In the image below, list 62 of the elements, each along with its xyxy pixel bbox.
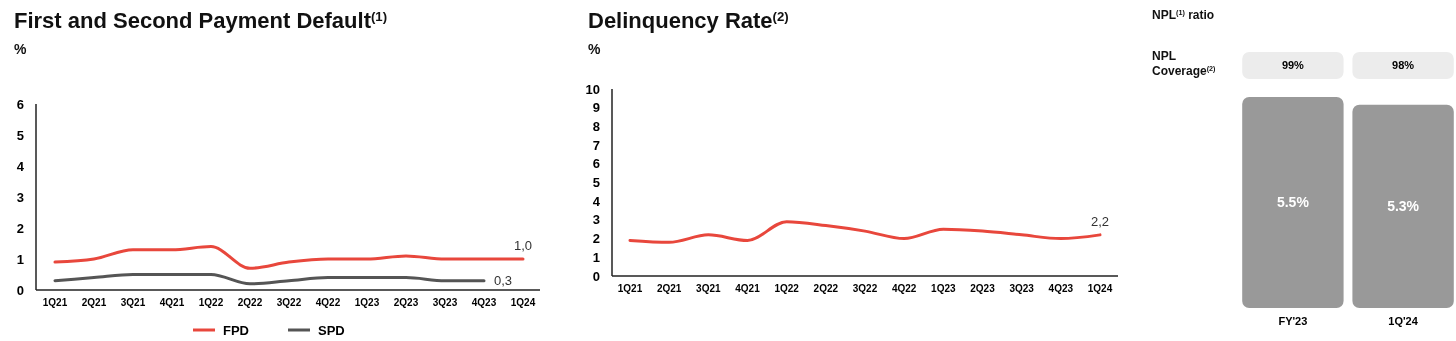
x-tick-label: 4Q23: [1048, 283, 1074, 294]
y-tick-label: 10: [585, 81, 600, 97]
line-series: [53, 273, 486, 286]
y-tick-label: 1: [592, 249, 600, 265]
x-tick-label: 4Q22: [315, 297, 341, 308]
x-tick-label: 1Q21: [617, 283, 643, 294]
x-tick-label: 3Q22: [852, 283, 878, 294]
y-tick-label: 4: [16, 158, 25, 174]
x-tick-label: 3Q23: [432, 297, 458, 308]
x-tick-label: 4Q21: [159, 297, 185, 308]
x-tick-label: 3Q21: [120, 297, 146, 308]
x-tick-label: 3Q21: [696, 283, 721, 294]
x-tick-label: 1Q23: [931, 283, 956, 294]
x-tick-label: 1Q22: [774, 283, 800, 294]
legend-label: SPD: [318, 322, 345, 338]
x-tick-label: 2Q22: [237, 297, 263, 308]
x-tick-label: 2Q22: [813, 283, 839, 294]
y-tick-label: 8: [592, 118, 600, 134]
y-axis-title: %: [14, 41, 27, 57]
chart-title: First and Second Payment Default$^{(1)}$: [14, 8, 388, 33]
y-tick-label: 3: [592, 212, 600, 228]
y-tick-label: 5: [16, 127, 24, 143]
text: NPL Coverage$^{(2)}$: [1152, 49, 1217, 78]
x-tick-label: 2Q21: [656, 283, 682, 294]
x-tick-label: 1Q24: [510, 297, 536, 308]
y-tick-label: 9: [592, 100, 600, 116]
x-tick-label: FY'23: [1278, 315, 1308, 327]
text: 99%: [1281, 58, 1305, 71]
y-axis-title: %: [588, 41, 601, 57]
x-tick-label: 3Q23: [1009, 283, 1035, 294]
x-tick-label: 1Q22: [198, 297, 224, 308]
x-tick-label: 4Q21: [735, 283, 761, 294]
x-tick-label: 2Q23: [970, 283, 996, 294]
y-tick-label: 4: [592, 193, 601, 209]
y-tick-label: 6: [592, 156, 600, 172]
x-tick-label: 1Q24: [1087, 283, 1113, 294]
chart-title: NPL$^{(1)}$ ratio: [1152, 7, 1215, 22]
data-label: 1,0: [513, 238, 533, 253]
y-tick-label: 5: [592, 175, 600, 191]
y-tick-label: 6: [16, 96, 24, 112]
x-tick-label: 3Q22: [276, 297, 302, 308]
x-tick-label: 1Q'24: [1388, 315, 1419, 327]
x-tick-label: 2Q21: [81, 297, 107, 308]
x-tick-label: 4Q23: [471, 297, 497, 308]
x-tick-label: 1Q21: [42, 297, 68, 308]
y-tick-label: 2: [592, 231, 600, 247]
x-tick-label: 1Q23: [354, 297, 380, 308]
legend-label: FPD: [223, 322, 249, 338]
x-tick-label: 4Q22: [891, 283, 917, 294]
y-tick-label: 7: [592, 137, 600, 153]
y-tick-label: 1: [16, 251, 24, 267]
data-label: 2,2: [1090, 213, 1110, 229]
data-label: 0,3: [494, 272, 513, 288]
y-tick-label: 0: [16, 282, 24, 298]
text: 98%: [1392, 58, 1415, 71]
chart-title: Delinquency Rate$^{(2)}$: [588, 8, 789, 33]
y-tick-label: 3: [16, 189, 24, 205]
x-tick-label: 2Q23: [393, 297, 419, 308]
y-tick-label: 2: [16, 220, 24, 236]
y-tick-label: 0: [592, 268, 600, 284]
data-label: 5.3%: [1387, 198, 1420, 215]
data-label: 5.5%: [1276, 194, 1310, 211]
